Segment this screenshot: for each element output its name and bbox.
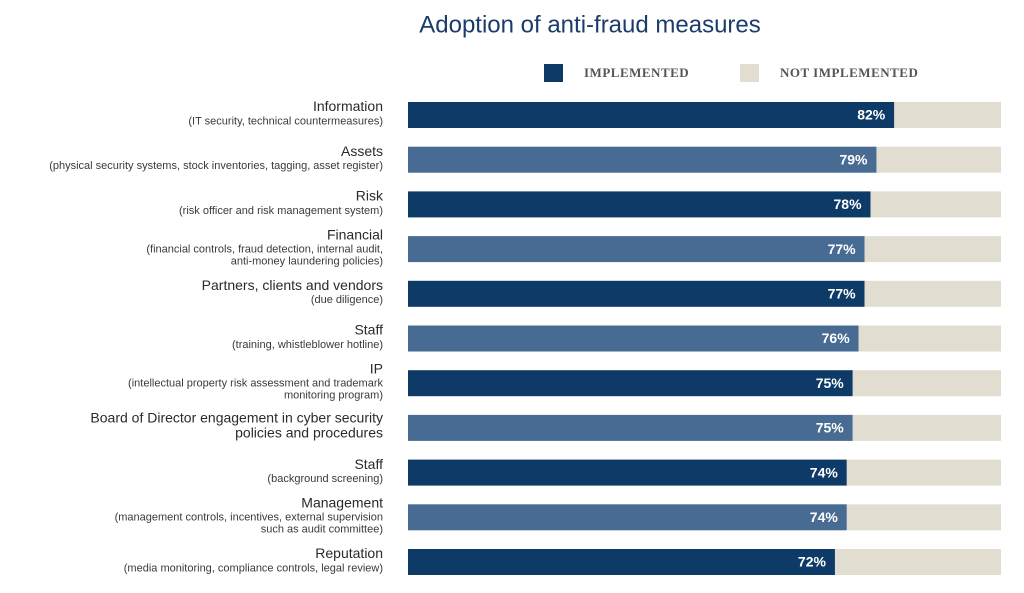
legend-swatch bbox=[740, 64, 759, 82]
category-note: (physical security systems, stock invent… bbox=[49, 160, 383, 172]
bar-segment bbox=[834, 549, 1001, 575]
bar-segment bbox=[864, 236, 1001, 263]
bar-segment bbox=[846, 459, 1001, 486]
category-label: IP bbox=[370, 360, 383, 376]
bar-segment bbox=[852, 370, 1001, 397]
bar-segment bbox=[846, 504, 1001, 531]
bar-segment bbox=[408, 102, 895, 128]
category-note: (management controls, incentives, extern… bbox=[115, 512, 383, 524]
category-note: (training, whistleblower hotline) bbox=[232, 339, 383, 351]
category-label: Management bbox=[301, 495, 383, 511]
bar-segment bbox=[408, 504, 847, 531]
chart-title: Adoption of anti-fraud measures bbox=[419, 11, 761, 38]
category-label: Information bbox=[313, 98, 383, 114]
category-note: monitoring program) bbox=[284, 390, 383, 402]
value-label: 74% bbox=[810, 509, 839, 525]
category-note: (due diligence) bbox=[311, 294, 383, 306]
bar-segment bbox=[876, 146, 1001, 173]
value-label: 77% bbox=[828, 241, 857, 257]
value-label: 75% bbox=[816, 375, 845, 391]
category-note: anti-money laundering policies) bbox=[231, 256, 383, 268]
category-label: Staff bbox=[354, 456, 383, 472]
category-label: Reputation bbox=[315, 545, 383, 561]
value-label: 78% bbox=[834, 196, 863, 212]
value-label: 74% bbox=[810, 464, 839, 480]
bar-segment bbox=[870, 191, 1001, 218]
category-note: (financial controls, fraud detection, in… bbox=[146, 244, 383, 256]
bar-segment bbox=[864, 280, 1001, 307]
value-label: 77% bbox=[828, 286, 857, 302]
category-label: Board of Director engagement in cyber se… bbox=[90, 410, 383, 426]
category-note: (risk officer and risk management system… bbox=[179, 205, 383, 217]
value-label: 75% bbox=[816, 420, 845, 436]
bar-segment bbox=[408, 549, 835, 575]
bar-segment bbox=[408, 459, 847, 486]
bar-segment bbox=[408, 236, 865, 263]
bar-segment bbox=[852, 414, 1001, 441]
category-label: Staff bbox=[354, 322, 383, 338]
value-label: 79% bbox=[839, 151, 868, 167]
category-note: (IT security, technical countermeasures) bbox=[188, 115, 383, 127]
bar-segment bbox=[408, 280, 865, 307]
category-note: (intellectual property risk assessment a… bbox=[128, 378, 383, 390]
bar-segment bbox=[408, 414, 853, 441]
category-note: (media monitoring, compliance controls, … bbox=[124, 562, 383, 574]
value-label: 76% bbox=[822, 330, 851, 346]
category-label: Financial bbox=[327, 226, 383, 242]
bar-segment bbox=[894, 102, 1001, 128]
bar-segment bbox=[858, 325, 1001, 352]
category-label: Assets bbox=[341, 143, 383, 159]
bar-segment bbox=[408, 370, 853, 397]
category-note: (background screening) bbox=[267, 473, 383, 485]
value-label: 72% bbox=[798, 554, 827, 570]
category-note: such as audit committee) bbox=[261, 524, 383, 536]
category-label: policies and procedures bbox=[235, 425, 383, 441]
legend-swatch bbox=[544, 64, 563, 82]
bar-segment bbox=[408, 325, 859, 352]
legend-label: IMPLEMENTED bbox=[584, 65, 689, 80]
value-label: 82% bbox=[857, 107, 886, 123]
bar-segment bbox=[408, 191, 871, 218]
legend-label: NOT IMPLEMENTED bbox=[780, 65, 918, 80]
bar-segment bbox=[408, 146, 877, 173]
category-label: Partners, clients and vendors bbox=[202, 277, 383, 293]
category-label: Risk bbox=[356, 188, 384, 204]
